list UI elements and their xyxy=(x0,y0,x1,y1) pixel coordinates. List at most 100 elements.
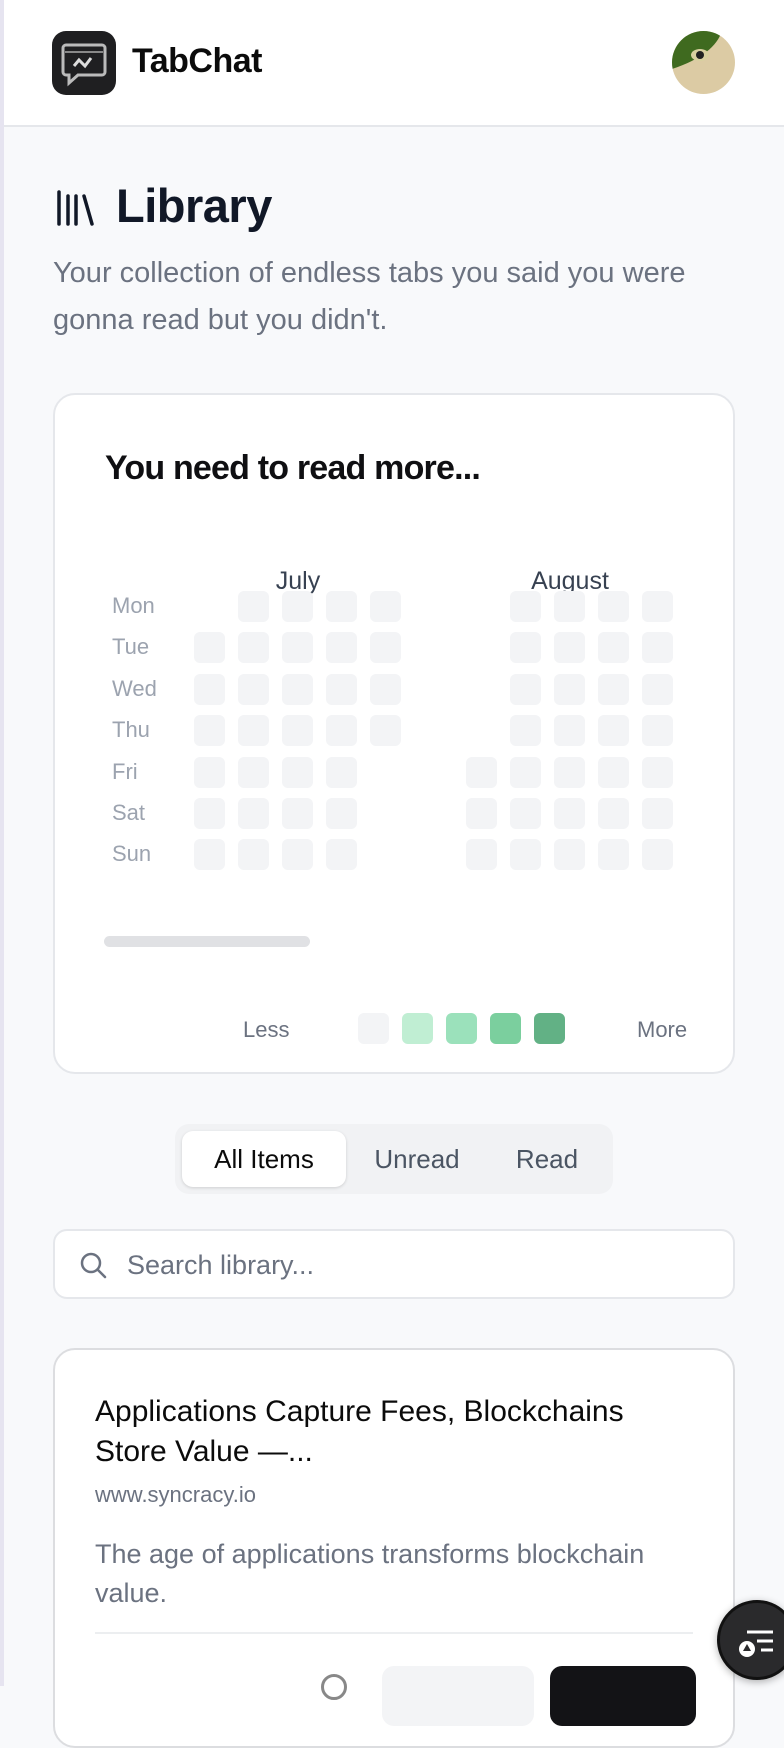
day-cell[interactable] xyxy=(554,673,585,705)
window-edge xyxy=(0,0,4,1686)
day-cell[interactable] xyxy=(282,715,313,747)
day-cell[interactable] xyxy=(510,591,541,622)
status-icon[interactable] xyxy=(321,1674,347,1700)
filter-tabs: All Items Unread Read xyxy=(175,1124,613,1194)
day-cell[interactable] xyxy=(466,756,497,788)
tab-all-items[interactable]: All Items xyxy=(182,1131,346,1187)
day-cell[interactable] xyxy=(282,673,313,705)
day-cell[interactable] xyxy=(554,715,585,747)
legend-level-swatch xyxy=(534,1013,565,1044)
library-item-card[interactable]: Applications Capture Fees, Blockchains S… xyxy=(53,1348,735,1748)
day-cell[interactable] xyxy=(282,839,313,871)
day-cell[interactable] xyxy=(238,673,269,705)
day-cell[interactable] xyxy=(282,591,313,622)
day-cell[interactable] xyxy=(510,632,541,664)
day-cell[interactable] xyxy=(194,715,225,747)
day-cell[interactable] xyxy=(598,839,629,871)
weekday-label: Sun xyxy=(112,841,152,867)
day-cell[interactable] xyxy=(598,591,629,622)
day-cell[interactable] xyxy=(194,756,225,788)
weekday-label: Mon xyxy=(112,593,155,618)
day-cell[interactable] xyxy=(510,673,541,705)
day-cell[interactable] xyxy=(326,673,357,705)
day-cell[interactable] xyxy=(510,756,541,788)
month-label: July xyxy=(275,567,321,595)
day-cell[interactable] xyxy=(370,632,401,664)
divider xyxy=(95,1632,693,1634)
day-cell[interactable] xyxy=(466,839,497,871)
day-cell[interactable] xyxy=(238,632,269,664)
day-cell[interactable] xyxy=(194,673,225,705)
day-cell[interactable] xyxy=(598,673,629,705)
day-cell[interactable] xyxy=(642,798,673,829)
day-cell[interactable] xyxy=(194,839,225,871)
day-cell[interactable] xyxy=(238,715,269,747)
legend-less: Less xyxy=(243,1017,290,1042)
day-cell[interactable] xyxy=(554,756,585,788)
page-title: Library xyxy=(116,179,272,232)
day-cell[interactable] xyxy=(642,632,673,664)
search-input[interactable] xyxy=(127,1243,707,1287)
day-cell[interactable] xyxy=(598,632,629,664)
day-cell[interactable] xyxy=(326,798,357,829)
day-cell[interactable] xyxy=(642,715,673,747)
day-cell[interactable] xyxy=(370,673,401,705)
item-description: The age of applications transforms block… xyxy=(95,1539,645,1608)
tab-unread[interactable]: Unread xyxy=(374,1144,460,1174)
day-cell[interactable] xyxy=(282,798,313,829)
day-cell[interactable] xyxy=(510,839,541,871)
day-cell[interactable] xyxy=(238,591,269,622)
tab-read[interactable]: Read xyxy=(515,1144,579,1174)
day-cell[interactable] xyxy=(282,756,313,788)
primary-action-button[interactable] xyxy=(550,1666,696,1726)
day-cell[interactable] xyxy=(238,798,269,829)
day-cell[interactable] xyxy=(598,715,629,747)
weekday-label: Thu xyxy=(112,717,150,743)
secondary-action-button[interactable] xyxy=(382,1666,534,1726)
list-menu-icon xyxy=(739,1630,773,1657)
day-cell[interactable] xyxy=(238,756,269,788)
day-cell[interactable] xyxy=(370,715,401,747)
day-cell[interactable] xyxy=(326,839,357,871)
heatmap-scrollbar[interactable] xyxy=(104,936,310,947)
weekday-label: Fri xyxy=(112,758,138,784)
day-cell[interactable] xyxy=(554,839,585,871)
tabchat-logo-icon[interactable] xyxy=(52,31,116,95)
user-avatar[interactable] xyxy=(672,31,735,94)
activity-title: You need to read more... xyxy=(105,449,481,487)
day-cell[interactable] xyxy=(642,839,673,871)
day-cell[interactable] xyxy=(598,798,629,829)
app-header: TabChat xyxy=(4,0,784,127)
legend-level-swatch xyxy=(446,1013,477,1044)
legend-more: More xyxy=(637,1017,688,1042)
day-cell[interactable] xyxy=(326,715,357,747)
item-title[interactable]: Applications Capture Fees, Blockchains S… xyxy=(95,1395,624,1468)
day-cell[interactable] xyxy=(642,591,673,622)
reading-activity-card: You need to read more... July August Mon… xyxy=(53,393,735,1074)
day-cell[interactable] xyxy=(282,632,313,664)
day-cell[interactable] xyxy=(598,756,629,788)
search-box xyxy=(53,1229,735,1299)
day-cell[interactable] xyxy=(370,591,401,622)
weekday-label: Wed xyxy=(112,675,157,701)
day-cell[interactable] xyxy=(554,632,585,664)
day-cell[interactable] xyxy=(326,756,357,788)
day-cell[interactable] xyxy=(326,632,357,664)
day-cell[interactable] xyxy=(642,756,673,788)
day-cell[interactable] xyxy=(642,673,673,705)
day-cell[interactable] xyxy=(194,798,225,829)
page-subtitle: Your collection of endless tabs you said… xyxy=(53,257,686,336)
weekday-label: Tue xyxy=(112,634,150,660)
legend-level-swatch xyxy=(358,1013,389,1044)
library-icon xyxy=(56,190,96,231)
day-cell[interactable] xyxy=(510,715,541,747)
day-cell[interactable] xyxy=(554,798,585,829)
day-cell[interactable] xyxy=(194,632,225,664)
day-cell[interactable] xyxy=(238,839,269,871)
day-cell[interactable] xyxy=(326,591,357,622)
day-cell[interactable] xyxy=(510,798,541,829)
legend-level-swatch xyxy=(402,1013,433,1044)
day-cell[interactable] xyxy=(554,591,585,622)
floating-menu-button[interactable] xyxy=(717,1600,784,1680)
day-cell[interactable] xyxy=(466,798,497,829)
